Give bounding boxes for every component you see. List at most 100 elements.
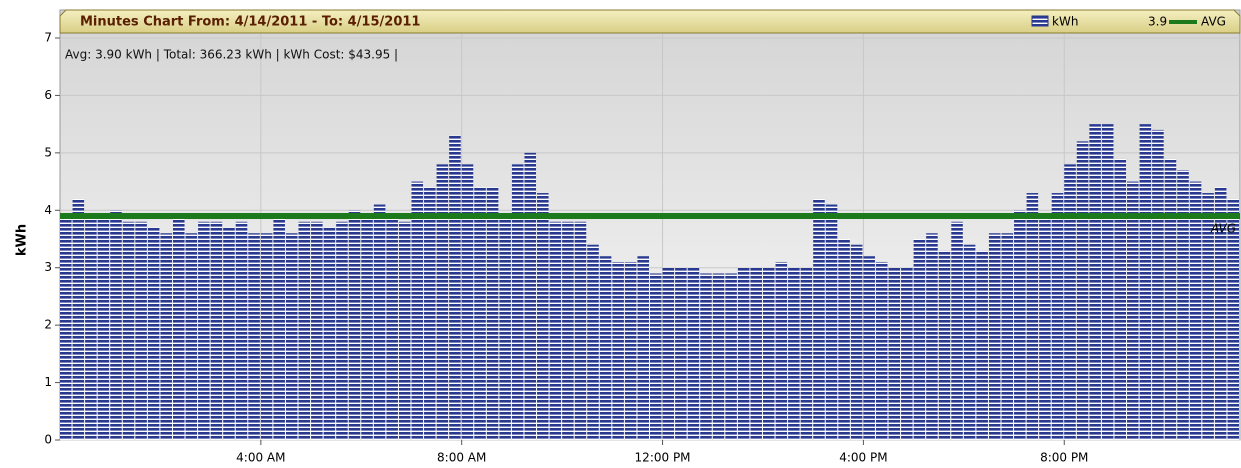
y-tick-label: 2 <box>44 318 52 332</box>
bar <box>386 216 398 440</box>
bar <box>160 233 172 440</box>
bar <box>863 256 875 440</box>
bar <box>850 244 863 440</box>
bar <box>1101 124 1114 441</box>
bar <box>1039 216 1051 440</box>
bar <box>1014 210 1026 440</box>
bar <box>788 267 800 440</box>
x-tick-label: 4:00 PM <box>839 451 887 465</box>
bar <box>875 261 888 440</box>
bar <box>775 261 788 440</box>
y-tick-label: 0 <box>44 433 52 447</box>
bar <box>323 227 336 440</box>
bar <box>147 227 160 440</box>
bar <box>85 216 97 440</box>
bar <box>72 198 85 440</box>
bar <box>210 221 223 440</box>
x-tick-label: 8:00 AM <box>437 451 486 465</box>
bar <box>260 233 273 440</box>
bar <box>712 273 725 440</box>
bar <box>223 227 235 440</box>
bar <box>913 239 926 440</box>
y-tick-label: 7 <box>44 31 52 45</box>
bar <box>938 250 951 440</box>
bar <box>951 221 963 440</box>
bar <box>988 233 1001 440</box>
bar <box>762 267 775 440</box>
avg-label: AVG <box>1210 222 1236 236</box>
bar <box>248 233 260 440</box>
chart-title: Minutes Chart From: 4/14/2011 - To: 4/15… <box>80 15 420 30</box>
bar <box>650 273 662 440</box>
y-tick-label: 1 <box>44 375 52 389</box>
bar <box>963 244 976 440</box>
bar <box>612 261 624 440</box>
y-tick-label: 6 <box>44 88 52 102</box>
bar <box>97 216 110 440</box>
y-axis-label: kWh <box>15 224 30 256</box>
bar <box>122 221 135 440</box>
bar <box>599 256 612 440</box>
bar <box>373 204 386 440</box>
bar <box>737 267 750 440</box>
header-bar <box>59 9 1241 34</box>
bar <box>675 267 687 440</box>
y-tick-label: 5 <box>44 145 52 159</box>
bar <box>1127 181 1139 441</box>
bar <box>285 233 298 440</box>
bar <box>461 164 474 441</box>
bar <box>901 267 913 440</box>
bar <box>436 164 449 441</box>
bar <box>574 221 587 440</box>
bar <box>700 273 712 440</box>
bar <box>813 198 825 440</box>
bar <box>449 135 461 440</box>
bar <box>311 221 323 440</box>
bar <box>1139 124 1152 441</box>
bar <box>273 216 285 440</box>
bar <box>549 221 562 440</box>
bar <box>1164 158 1177 440</box>
bar <box>172 216 185 440</box>
bar <box>411 181 424 441</box>
y-tick-label: 4 <box>44 203 52 217</box>
bar <box>1227 198 1239 440</box>
bar <box>825 204 838 440</box>
bar <box>624 261 637 440</box>
bar <box>1152 129 1164 440</box>
bar <box>838 239 850 440</box>
bar <box>1064 164 1076 441</box>
bar <box>198 221 210 440</box>
bar <box>687 267 700 440</box>
bar <box>1214 187 1227 440</box>
bar <box>398 221 411 440</box>
bar <box>524 152 537 440</box>
bar <box>562 221 574 440</box>
bar <box>424 187 436 440</box>
bar <box>1089 124 1101 441</box>
bar <box>1001 233 1014 440</box>
legend-label: kWh <box>1052 15 1078 29</box>
y-tick-label: 3 <box>44 260 52 274</box>
legend-value: 3.9 <box>1148 15 1167 29</box>
bar <box>1076 141 1089 440</box>
bar <box>298 221 311 440</box>
bar <box>750 267 762 440</box>
bar <box>336 221 348 440</box>
bar <box>235 221 248 440</box>
bar <box>926 233 938 440</box>
bar <box>1026 193 1039 440</box>
bar <box>499 216 511 440</box>
bar <box>135 221 147 440</box>
bar <box>888 267 901 440</box>
legend-swatch <box>1031 15 1049 27</box>
bar <box>537 193 549 440</box>
bar <box>725 273 737 440</box>
bar <box>348 210 361 440</box>
bar <box>587 244 599 440</box>
x-tick-label: 4:00 AM <box>236 451 285 465</box>
bar <box>976 250 988 440</box>
bar <box>511 164 524 441</box>
bar <box>1177 170 1189 441</box>
